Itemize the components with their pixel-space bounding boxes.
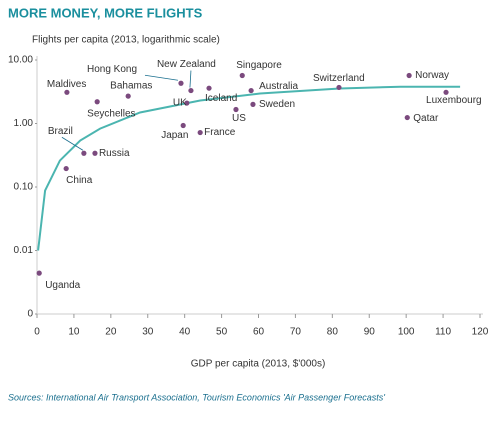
point-label: Hong Kong xyxy=(87,64,137,75)
point xyxy=(206,85,212,91)
y-tick-label: 0.01 xyxy=(14,245,34,256)
point xyxy=(81,150,87,156)
x-tick-label: 110 xyxy=(435,327,451,338)
point xyxy=(406,72,412,79)
y-tick-label: 1.00 xyxy=(14,118,34,129)
point-label: Russia xyxy=(99,148,130,159)
point-label: Singapore xyxy=(236,60,282,71)
point xyxy=(197,129,203,136)
point xyxy=(404,114,410,121)
point-label: Qatar xyxy=(413,113,439,124)
point-label: Australia xyxy=(259,81,298,92)
x-tick-label: 120 xyxy=(472,327,489,338)
x-tick-label: 70 xyxy=(290,327,302,338)
point xyxy=(36,270,42,276)
point-label: Seychelles xyxy=(87,108,135,119)
point xyxy=(188,87,194,94)
point xyxy=(92,150,98,156)
x-tick-label: 30 xyxy=(142,327,154,338)
point-label: Sweden xyxy=(259,99,295,110)
x-tick-label: 40 xyxy=(179,327,191,338)
point xyxy=(248,87,254,94)
callout xyxy=(144,74,179,81)
point xyxy=(63,165,69,172)
point xyxy=(336,84,342,91)
x-tick-label: 10 xyxy=(68,327,80,338)
y-tick-label: 0.10 xyxy=(14,182,34,193)
point xyxy=(178,80,184,86)
trend-line xyxy=(37,85,461,251)
point xyxy=(250,101,256,107)
point-label: Luxembourg xyxy=(426,95,482,106)
chart-title: MORE MONEY, MORE FLIGHTS xyxy=(8,5,203,20)
point-label: Switzerland xyxy=(313,73,365,84)
point-label: New Zealand xyxy=(157,59,216,70)
point-label: Bahamas xyxy=(110,81,152,92)
point-label: UK xyxy=(173,98,187,109)
point xyxy=(180,122,186,129)
callout xyxy=(61,136,84,151)
source: Sources: International Air Transport Ass… xyxy=(8,392,385,402)
x-tick-label: 60 xyxy=(253,327,265,338)
x-tick-label: 90 xyxy=(364,327,376,338)
point xyxy=(94,99,100,105)
point-label: Japan xyxy=(161,130,188,141)
point xyxy=(233,106,239,113)
x-tick-label: 20 xyxy=(105,327,117,338)
point xyxy=(125,93,131,99)
y-tick-label: 0 xyxy=(27,309,33,320)
x-tick-label: 100 xyxy=(398,327,415,338)
point xyxy=(184,100,190,106)
point-label: Maldives xyxy=(47,79,86,90)
point-label: France xyxy=(204,127,236,138)
x-axis-label: GDP per capita (2013, $'000s) xyxy=(191,359,326,370)
x-tick-label: 80 xyxy=(327,327,339,338)
y-tick-label: 10.00 xyxy=(8,55,33,66)
point-label: US xyxy=(232,113,246,124)
point-label: Uganda xyxy=(45,280,80,291)
callout xyxy=(189,70,192,88)
y-axis-label: Flights per capita (2013, logarithmic sc… xyxy=(32,35,220,46)
point xyxy=(239,72,245,79)
point-label: Brazil xyxy=(48,126,73,137)
point-label: China xyxy=(66,175,93,186)
point-label: Iceland xyxy=(205,93,237,104)
point xyxy=(443,89,449,95)
point-label: Norway xyxy=(415,70,449,81)
x-tick-label: 0 xyxy=(34,327,40,338)
point xyxy=(64,89,70,95)
x-tick-label: 50 xyxy=(216,327,228,338)
